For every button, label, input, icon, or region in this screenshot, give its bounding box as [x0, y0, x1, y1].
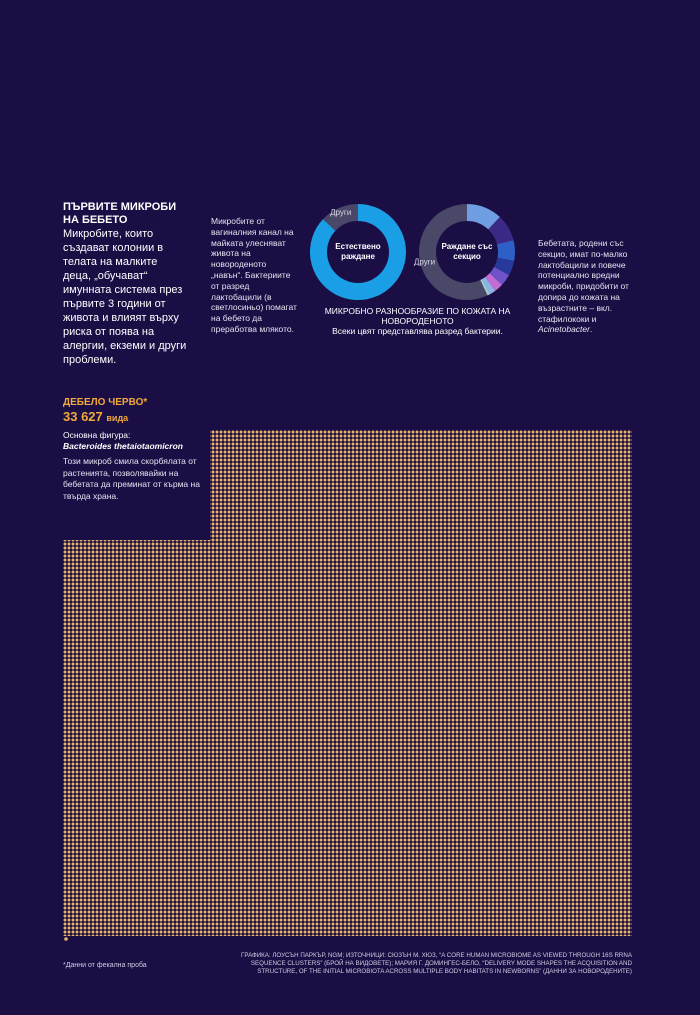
colon-text: Този микроб смила скорбялата от растения…: [63, 456, 200, 501]
donut-segment: [419, 204, 488, 301]
figure: Основна фигура: Bacteroides thetaiotaomic…: [63, 430, 213, 451]
note-italic: Acinetobacter: [538, 324, 590, 335]
donut-segment: [467, 204, 500, 230]
dot-field: [63, 430, 632, 936]
note-text: Бебетата, родени със секцио, имат по-мал…: [538, 238, 629, 324]
figure-label: Основна фигура:: [63, 430, 131, 440]
intro-text: Микробите, които създават колонии в тела…: [63, 228, 187, 366]
donut-segment: [481, 277, 496, 295]
caption-subtitle: Всеки цвят представлява разред бактерии.: [332, 326, 503, 336]
donut-segment: [494, 257, 515, 276]
count-unit: вида: [106, 413, 129, 423]
note-end: .: [589, 324, 593, 335]
donut-segment: [310, 204, 407, 300]
intro-title: ПЪРВИТЕ МИКРОБИ НА БЕБЕТО: [63, 201, 177, 226]
donut-segment: [488, 217, 514, 245]
figure-name: Bacteroides thetaiotaomicron: [63, 440, 183, 451]
caption-title: МИКРОБНО РАЗНООБРАЗИЕ ПО КОЖАТА НА НОВОР…: [324, 306, 511, 326]
credits: ГРАФИКА: ЛОУСЪН ПАРКЪР, NGM; ИЗТОЧНИЦИ: …: [241, 952, 632, 975]
donut-segment: [485, 273, 502, 291]
segment-label: Други: [330, 208, 351, 217]
donut-title: Раждане със секцио: [441, 242, 493, 261]
count-number: 33 627: [63, 409, 103, 424]
skin-caption: МИКРОБНО РАЗНООБРАЗИЕ ПО КОЖАТА НА НОВОР…: [315, 306, 520, 336]
cesarean-note: Бебетата, родени със секцио, имат по-мал…: [538, 238, 633, 335]
vaginal-note: Микробите от вагиналния канал на майката…: [211, 216, 297, 334]
dot: [64, 937, 68, 941]
segment-label: Други: [414, 257, 435, 266]
donut-segment: [480, 279, 491, 296]
donut-title: Естествено раждане: [335, 242, 381, 261]
colon-count: 33 627 вида: [63, 409, 128, 424]
donut-segment: [489, 266, 510, 285]
donut-segment: [323, 204, 358, 231]
donut-charts: Други Други: [310, 204, 515, 301]
donut-segment: [497, 240, 515, 261]
footnote: *Данни от фекална проба: [63, 962, 147, 969]
colon-title: ДЕБЕЛО ЧЕРВО*: [63, 397, 148, 408]
